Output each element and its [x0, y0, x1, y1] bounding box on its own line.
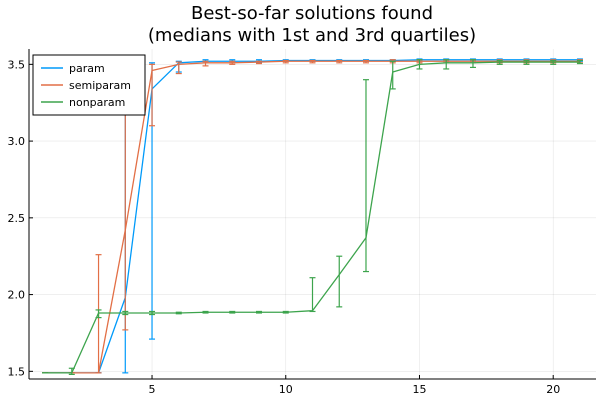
- series-layer: [42, 58, 583, 375]
- y-tick-label: 2.0: [8, 289, 26, 302]
- x-tick-label: 5: [149, 383, 156, 396]
- axes: 5 10 15 20 1.5 2.0 2.5 3.0 3.5: [8, 49, 596, 396]
- legend-label-semiparam: semiparam: [69, 79, 131, 92]
- y-tick-label: 2.5: [8, 212, 26, 225]
- legend-label-nonparam: nonparam: [69, 96, 125, 109]
- y-tick-label: 3.0: [8, 135, 26, 148]
- y-tick-label: 1.5: [8, 365, 26, 378]
- x-tick-label: 15: [412, 383, 426, 396]
- legend-label-param: param: [69, 62, 105, 75]
- y-tick-label: 3.5: [8, 58, 26, 71]
- series-nonparam: [42, 59, 583, 375]
- chart-title: Best-so-far solutions found: [191, 3, 433, 24]
- x-tick-label: 10: [279, 383, 293, 396]
- legend: param semiparam nonparam: [32, 54, 146, 116]
- chart-subtitle: (medians with 1st and 3rd quartiles): [148, 25, 476, 46]
- x-tick-label: 20: [546, 383, 560, 396]
